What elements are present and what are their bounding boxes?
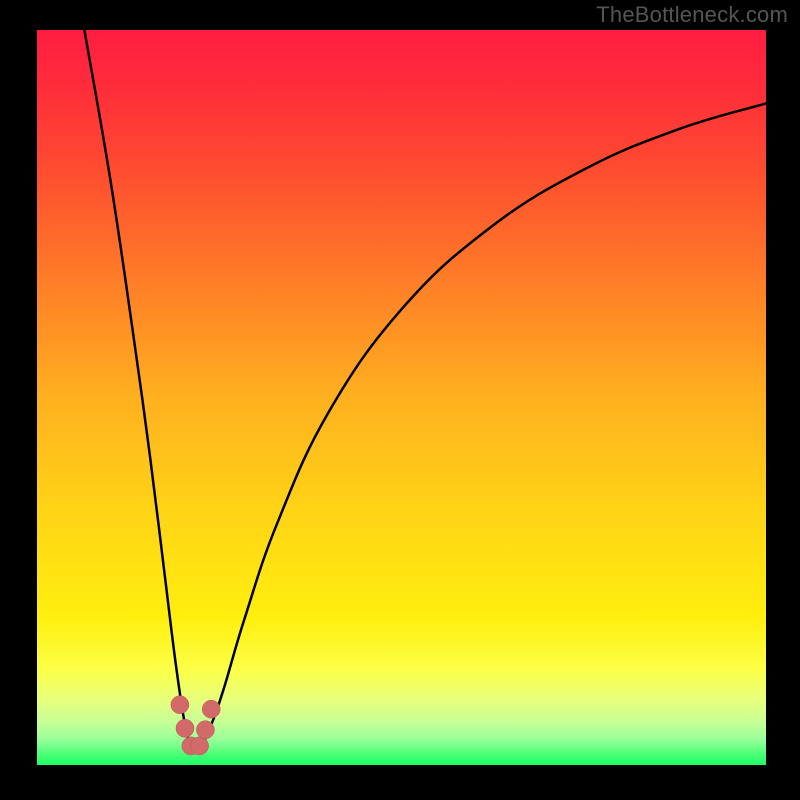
data-marker <box>196 721 214 739</box>
data-marker <box>171 696 189 714</box>
data-marker <box>191 737 209 755</box>
data-marker <box>202 700 220 718</box>
gradient-background <box>37 30 766 765</box>
data-marker <box>176 719 194 737</box>
chart-frame: TheBottleneck.com <box>0 0 800 800</box>
bottleneck-chart <box>0 0 800 800</box>
watermark-label: TheBottleneck.com <box>596 2 788 28</box>
